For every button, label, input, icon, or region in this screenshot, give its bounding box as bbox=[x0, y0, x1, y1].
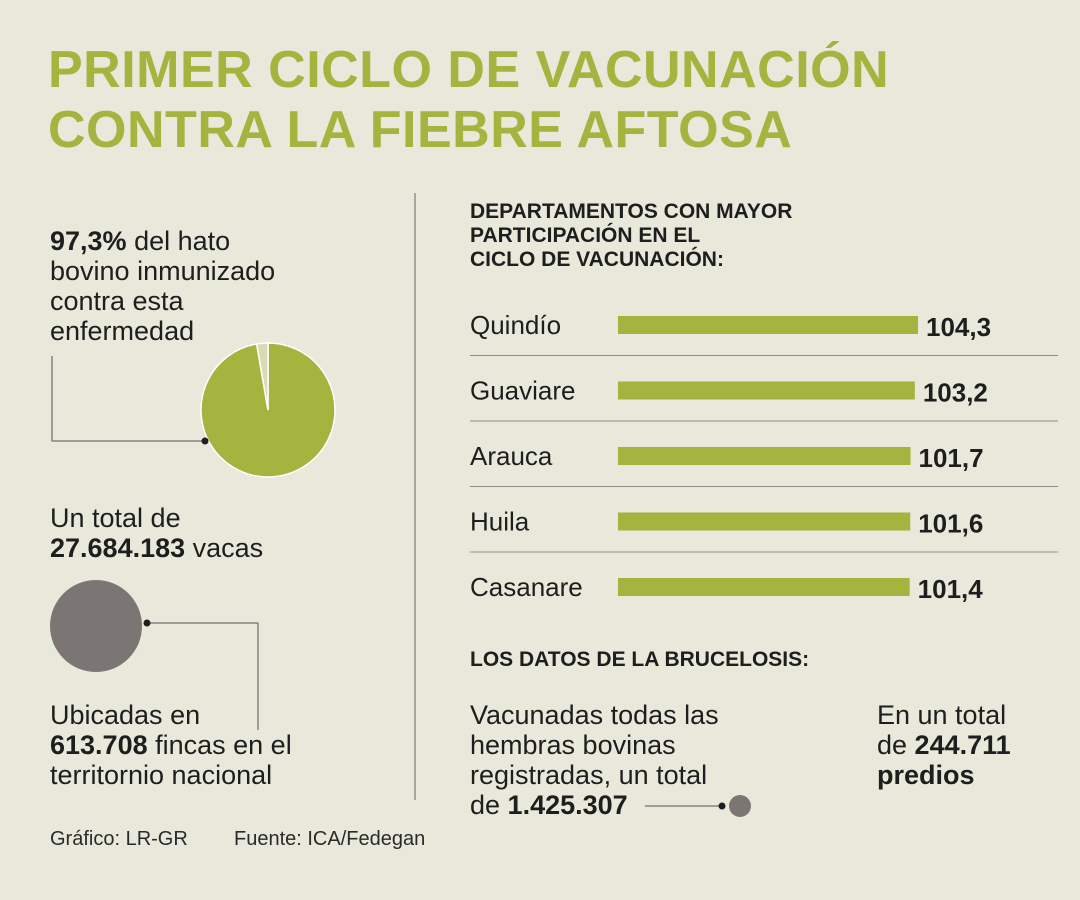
brucelosis-leader-dot bbox=[718, 802, 726, 810]
bru-right-line3: predios bbox=[877, 760, 975, 790]
bar-1 bbox=[618, 381, 915, 400]
farms-line3: territornio nacional bbox=[50, 760, 273, 790]
immunized-line4: enfermedad bbox=[50, 316, 195, 346]
brucelosis-predios-text: En un total de 244.711 predios bbox=[877, 700, 1067, 790]
bars-heading: DEPARTAMENTOS CON MAYOR PARTICIPACIÓN EN… bbox=[470, 200, 890, 272]
title-line-2: CONTRA LA FIEBRE AFTOSA bbox=[48, 101, 793, 159]
bru-left-prefix: de bbox=[470, 790, 508, 820]
bru-right-value: 244.711 bbox=[914, 730, 1011, 760]
brucelosis-females-text: Vacunadas todas las hembras bovinas regi… bbox=[470, 700, 770, 820]
total-cows-suffix: vacas bbox=[185, 533, 264, 563]
page-title: PRIMER CICLO DE VACUNACIÓN CONTRA LA FIE… bbox=[48, 40, 1048, 160]
farms-line2-rest: fincas en el bbox=[147, 730, 292, 760]
total-line1: Un total de bbox=[50, 503, 181, 533]
farms-count: 613.708 bbox=[50, 730, 148, 760]
bar-category-label: Huila bbox=[470, 507, 530, 537]
bru-right-prefix: de bbox=[877, 730, 915, 760]
bar-value-label: 103,2 bbox=[923, 378, 988, 408]
credit-text: Gráfico: LR-GR bbox=[50, 828, 188, 850]
bar-2 bbox=[618, 447, 911, 465]
farms-line1: Ubicadas en bbox=[50, 700, 201, 730]
total-cows-text: Un total de 27.684.183 vacas bbox=[50, 503, 370, 563]
bar-category-label: Arauca bbox=[470, 441, 553, 471]
pie-slice-1 bbox=[255, 342, 269, 411]
total-cows-value: 27.684.183 bbox=[50, 533, 186, 563]
bars-heading-line1: DEPARTAMENTOS CON MAYOR bbox=[470, 200, 793, 223]
cows-circle bbox=[50, 580, 142, 672]
bar-4 bbox=[618, 578, 910, 596]
bar-value-label: 104,3 bbox=[926, 312, 991, 342]
bars-heading-line2: PARTICIPACIÓN EN EL bbox=[470, 224, 701, 247]
bars-heading-line3: CICLO DE VACUNACIÓN: bbox=[470, 248, 724, 271]
bar-category-label: Quindío bbox=[470, 310, 561, 340]
brucelosis-heading: LOS DATOS DE LA BRUCELOSIS: bbox=[470, 648, 810, 671]
vertical-divider bbox=[414, 193, 416, 800]
cows-leader-dot bbox=[143, 619, 151, 627]
bru-left-line1: Vacunadas todas las bbox=[470, 700, 719, 730]
title-line-1: PRIMER CICLO DE VACUNACIÓN bbox=[48, 41, 890, 99]
bru-left-value: 1.425.307 bbox=[507, 790, 628, 820]
immunized-line2: bovino inmunizado bbox=[50, 256, 276, 286]
brucelosis-circle bbox=[729, 795, 751, 817]
bar-value-label: 101,6 bbox=[918, 509, 983, 539]
bru-right-line1: En un total bbox=[877, 700, 1007, 730]
cows-leader-line bbox=[147, 622, 259, 730]
pie-leader-dot bbox=[201, 437, 209, 445]
immunized-text: 97,3% del hato bovino inmunizado contra … bbox=[50, 226, 310, 346]
bar-category-label: Casanare bbox=[470, 572, 583, 602]
bru-left-line3: registradas, un total bbox=[470, 760, 708, 790]
bar-value-label: 101,7 bbox=[919, 443, 984, 473]
bru-left-line2: hembras bovinas bbox=[470, 730, 676, 760]
bar-3 bbox=[618, 512, 911, 531]
immunized-line3: contra esta bbox=[50, 286, 184, 316]
bar-value-label: 101,4 bbox=[918, 574, 984, 604]
farms-text: Ubicadas en 613.708 fincas en el territo… bbox=[50, 700, 370, 790]
immunized-line1-rest: del hato bbox=[126, 226, 231, 256]
pie-leader-line bbox=[51, 356, 205, 442]
immunized-pct: 97,3% bbox=[50, 226, 127, 256]
bar-category-label: Guaviare bbox=[470, 376, 576, 406]
source-text: Fuente: ICA/Fedegan bbox=[234, 828, 426, 850]
bar-0 bbox=[618, 316, 918, 334]
